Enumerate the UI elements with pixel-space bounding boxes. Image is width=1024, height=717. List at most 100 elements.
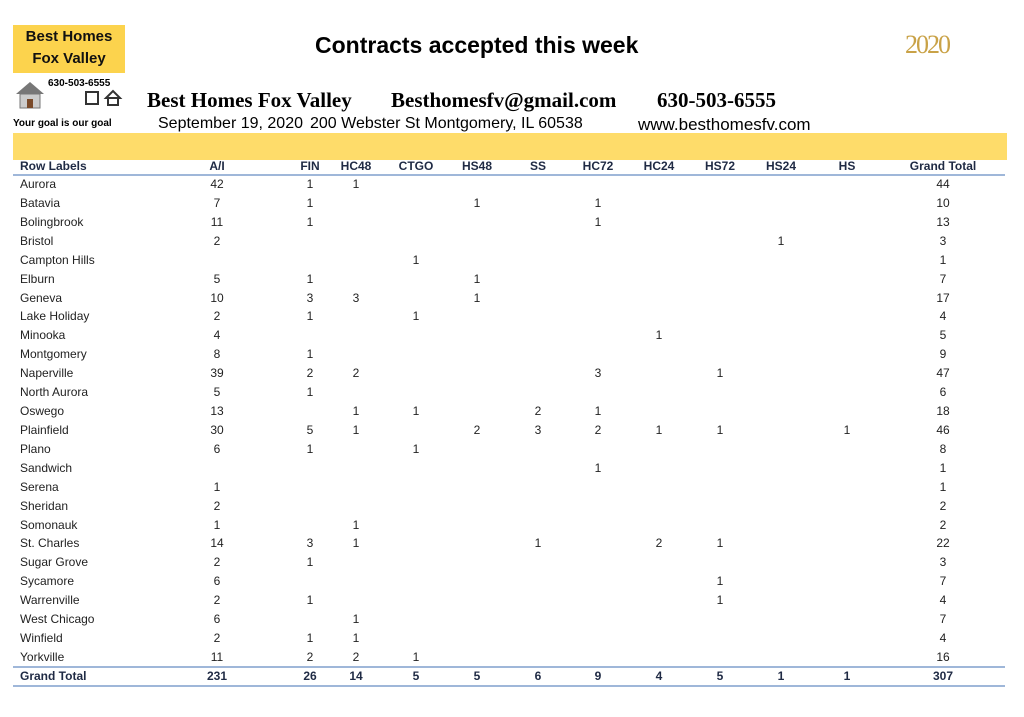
column-header: HS (838, 159, 856, 173)
row-label: Plainfield (20, 422, 69, 437)
website: www.besthomesfv.com (638, 115, 811, 134)
table-cell: 2 (213, 498, 221, 513)
table-cell: 9 (939, 347, 947, 362)
row-label: Winfield (20, 631, 63, 646)
row-label: Minooka (20, 328, 66, 343)
row-label: West Chicago (20, 612, 95, 627)
table-cell: 5 (213, 385, 221, 400)
table-cell: 1 (939, 460, 947, 475)
row-label: Batavia (20, 195, 61, 210)
table-cell: 5 (306, 422, 314, 437)
row-label: Sandwich (20, 460, 73, 475)
header-band (13, 133, 1007, 160)
row-label: Yorkville (20, 650, 65, 664)
row-label: Bristol (20, 233, 54, 248)
row-label: St. Charles (20, 536, 80, 551)
table-cell: 3 (939, 555, 947, 570)
table-cell: 1 (306, 271, 314, 286)
table-cell: 18 (936, 404, 950, 419)
date: September 19, 2020 (158, 115, 303, 132)
row-label: Lake Holiday (20, 309, 90, 324)
rule (13, 665, 1005, 668)
table-cell: 2 (473, 422, 481, 437)
column-header: CTGO (398, 159, 434, 173)
row-label: Campton Hills (20, 252, 95, 267)
row-label: Oswego (20, 404, 65, 419)
table-cell: 1 (352, 404, 360, 419)
column-header: HS72 (704, 159, 736, 173)
row-label: Serena (20, 479, 59, 494)
row-label: Bolingbrook (20, 214, 84, 229)
table-cell: 2 (213, 555, 221, 570)
company: Best Homes Fox Valley (147, 88, 352, 112)
table-cell: 1 (534, 536, 542, 551)
row-label: Warrenville (20, 593, 80, 608)
table-cell: 8 (213, 347, 221, 362)
column-header: Grand Total (909, 159, 977, 173)
table-cell: 7 (939, 574, 947, 589)
table-cell: 30 (210, 422, 224, 437)
table-cell: 1 (594, 195, 602, 210)
table-cell: 2 (213, 309, 221, 324)
table-cell: 14 (210, 536, 224, 551)
table-cell: 1 (306, 631, 314, 646)
table-cell: 10 (210, 290, 224, 305)
row-label: Aurora (20, 177, 57, 191)
phone: 630-503-6555 (657, 88, 776, 112)
logo-line: Best Homes (25, 28, 113, 45)
table-cell: 1 (412, 404, 420, 419)
table-cell: 26 (303, 668, 317, 683)
row-label: Geneva (20, 290, 63, 305)
table-cell: 1 (306, 555, 314, 570)
row-label: Elburn (20, 271, 55, 286)
logo-line: Fox Valley (32, 50, 106, 67)
column-header: HC24 (643, 159, 675, 173)
table-cell: 16 (936, 650, 950, 664)
table-cell: 7 (939, 612, 947, 627)
table-cell: 1 (716, 422, 724, 437)
table-cell: 1 (352, 517, 360, 532)
row-label: Somonauk (20, 517, 78, 532)
column-header: HS48 (461, 159, 493, 173)
logo-phone: 630-503-6555 (48, 78, 111, 89)
table-cell: 46 (936, 422, 950, 437)
table-cell: 1 (716, 536, 724, 551)
table-cell: 1 (843, 422, 851, 437)
table-cell: 2 (939, 498, 947, 513)
row-label: Sycamore (20, 574, 75, 589)
table-cell: 2 (213, 233, 221, 248)
email: Besthomesfv@gmail.com (391, 88, 617, 112)
table-cell: 1 (594, 404, 602, 419)
table-cell: 1 (473, 290, 481, 305)
title: Contracts accepted this week (315, 32, 639, 58)
table-cell: 1 (843, 668, 851, 683)
table-cell: 6 (213, 441, 221, 456)
table-cell: 4 (939, 593, 947, 608)
table-cell: 1 (213, 517, 221, 532)
address: 200 Webster St Montgomery, IL 60538 (310, 115, 583, 132)
table-cell: 4 (939, 309, 947, 324)
year-badge: 2020 (905, 30, 951, 59)
table-cell: 1 (213, 479, 221, 494)
table-cell: 13 (210, 404, 224, 419)
table-cell: 1 (352, 536, 360, 551)
table-cell: 1 (306, 309, 314, 324)
table-cell: 1 (306, 195, 314, 210)
table-cell: 1 (473, 271, 481, 286)
row-label: Plano (20, 441, 51, 456)
row-label: Montgomery (20, 347, 87, 362)
logo-icons (16, 82, 123, 109)
column-header: HC48 (340, 159, 372, 173)
table-cell: 1 (352, 177, 360, 191)
table-cell: 1 (412, 252, 420, 267)
logo-tagline: Your goal is our goal (13, 118, 112, 129)
table-cell: 4 (939, 631, 947, 646)
table-cell: 39 (210, 366, 224, 381)
table-cell: 6 (534, 668, 542, 683)
row-label: Sheridan (20, 498, 69, 513)
table-cell: 1 (306, 214, 314, 229)
rule (13, 174, 1005, 176)
table-cell: 47 (936, 366, 950, 381)
table-cell: 1 (412, 650, 420, 664)
